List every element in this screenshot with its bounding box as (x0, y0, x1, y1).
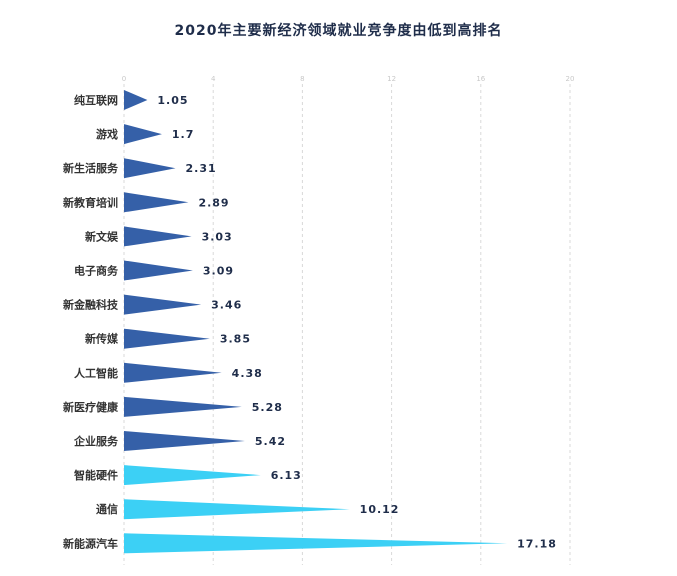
bar (124, 260, 193, 281)
data-label: 1.05 (157, 94, 188, 107)
data-label: 5.42 (255, 435, 286, 448)
bar (124, 362, 222, 383)
bar (124, 192, 189, 213)
category-label: 电子商务 (74, 264, 119, 278)
bar (124, 533, 508, 554)
category-label: 新生活服务 (63, 161, 119, 175)
category-label: 新医疗健康 (63, 400, 119, 414)
category-label: 通信 (96, 502, 118, 516)
data-label: 3.85 (220, 333, 251, 346)
category-label: 新传媒 (85, 332, 119, 346)
bar (124, 124, 162, 145)
data-label: 17.18 (517, 537, 557, 550)
bar (124, 499, 350, 520)
bar (124, 396, 242, 417)
bar (124, 294, 202, 315)
data-label: 6.13 (271, 469, 302, 482)
bar (124, 226, 192, 247)
category-label: 游戏 (96, 127, 118, 141)
chart-title: 2020年主要新经济领域就业竞争度由低到高排名 (174, 23, 503, 39)
category-label: 新金融科技 (63, 298, 119, 312)
data-label: 10.12 (360, 503, 400, 516)
category-label: 人工智能 (74, 366, 118, 380)
category-label: 新能源汽车 (63, 536, 118, 550)
x-tick-label: 0 (122, 75, 126, 83)
bar (124, 90, 148, 110)
bar (124, 158, 176, 179)
category-label: 新文娱 (85, 229, 119, 243)
data-label: 4.38 (232, 367, 263, 380)
data-label: 1.7 (172, 128, 195, 141)
data-label: 3.03 (202, 230, 233, 243)
category-label: 智能硬件 (74, 468, 118, 482)
data-label: 5.28 (252, 401, 283, 414)
bar (124, 328, 210, 349)
data-label: 2.89 (198, 196, 229, 209)
x-tick-label: 20 (566, 75, 575, 83)
x-tick-label: 12 (387, 75, 396, 83)
data-label: 2.31 (186, 162, 217, 175)
x-tick-label: 8 (300, 75, 304, 83)
data-label: 3.46 (211, 299, 242, 312)
x-tick-label: 4 (211, 75, 216, 83)
category-label: 企业服务 (73, 434, 119, 448)
x-tick-label: 16 (476, 75, 485, 83)
category-label: 纯互联网 (74, 93, 118, 107)
category-label: 新教育培训 (63, 195, 118, 209)
data-label: 3.09 (203, 265, 234, 278)
bar (124, 465, 261, 486)
bar (124, 431, 245, 451)
